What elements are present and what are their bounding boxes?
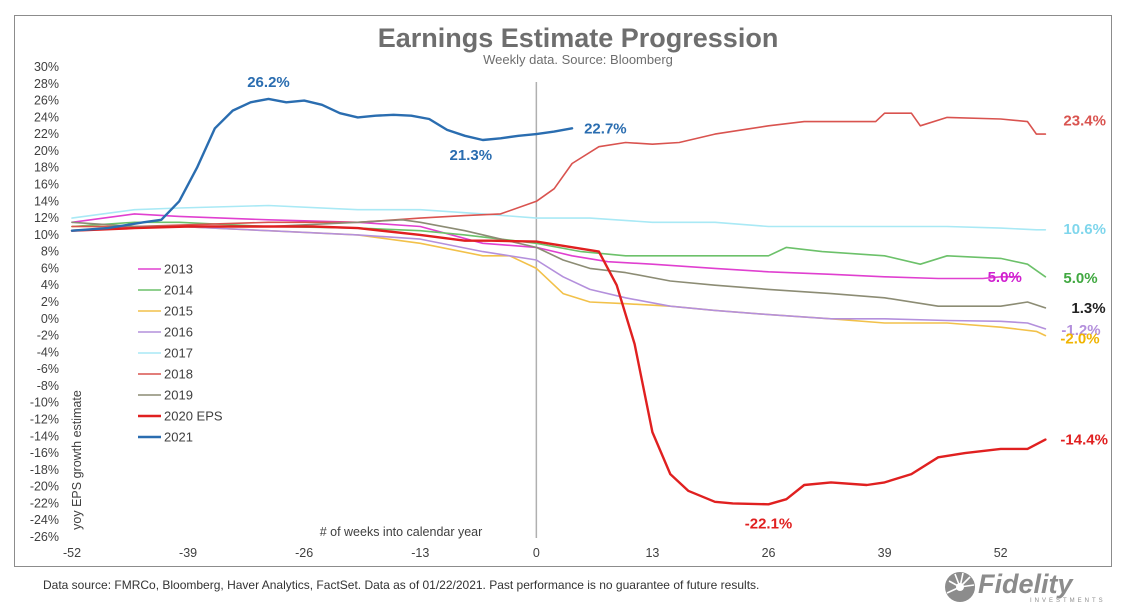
earnings-chart: Earnings Estimate Progression Weekly dat… (30, 23, 1108, 560)
fidelity-logo: Fidelity INVESTMENTS (944, 569, 1104, 607)
annotation-label: 23.4% (1063, 112, 1106, 129)
y-tick-label: -18% (30, 463, 59, 477)
annotation-label: 5.0% (988, 269, 1022, 286)
x-axis-ticks: -52 -39 -26 -13 0 13 26 39 52 (63, 546, 1008, 560)
y-tick-label: -16% (30, 446, 59, 460)
logo-sub-text: INVESTMENTS (1030, 598, 1106, 604)
x-tick-label: 52 (994, 546, 1008, 560)
y-tick-label: 12% (34, 211, 59, 225)
annotation-label: 21.3% (450, 147, 493, 164)
series-line-2016 (71, 225, 1047, 330)
y-tick-label: -24% (30, 513, 59, 527)
y-tick-label: -2% (37, 329, 59, 343)
legend-label: 2019 (164, 388, 193, 403)
annotations: 26.2% 21.3% 22.7% 23.4% 10.6% 5.0% 5.0% 1.3% -1.… (247, 74, 1108, 532)
y-tick-label: 28% (34, 77, 59, 91)
series-line-2014 (71, 221, 1047, 278)
series-line-2013 (71, 213, 1020, 280)
y-axis-title: yoy EPS growth estimate (70, 390, 84, 530)
x-tick-label: -26 (295, 546, 313, 560)
x-axis-title: # of weeks into calendar year (320, 525, 483, 539)
legend: 2013 2014 2015 2016 2017 2018 2019 2020 EPS 2021 (138, 262, 223, 445)
series-line-2020-eps (70, 225, 1047, 506)
legend-label: 2017 (164, 346, 193, 361)
legend-label: 2018 (164, 367, 193, 382)
series-lines (70, 97, 1047, 506)
y-tick-label: -14% (30, 429, 59, 443)
y-tick-label: 0% (41, 312, 59, 326)
y-tick-label: 20% (34, 144, 59, 158)
fidelity-sunburst-icon (945, 572, 975, 602)
y-tick-label: 6% (41, 261, 59, 275)
series-line-2021 (70, 97, 574, 232)
y-tick-label: 4% (41, 278, 59, 292)
annotation-label: 5.0% (1063, 270, 1097, 287)
annotation-label: -22.1% (745, 515, 793, 532)
y-tick-label: 14% (34, 194, 59, 208)
chart-title: Earnings Estimate Progression (378, 23, 779, 53)
annotation-label: -14.4% (1060, 432, 1108, 449)
chart-frame: Earnings Estimate Progression Weekly dat… (14, 15, 1112, 567)
x-tick-label: -13 (411, 546, 429, 560)
y-tick-label: 8% (41, 245, 59, 259)
y-tick-label: 30% (34, 60, 59, 74)
y-axis-ticks: 30% 28% 26% 24% 22% 20% 18% 16% 14% 12% 10% 8% 6% 4% 2… (30, 60, 59, 544)
legend-label: 2013 (164, 262, 193, 277)
chart-subtitle: Weekly data. Source: Bloomberg (483, 52, 673, 67)
y-tick-label: -10% (30, 396, 59, 410)
y-tick-label: -12% (30, 413, 59, 427)
annotation-label: 26.2% (247, 74, 290, 91)
annotation-label: -2.0% (1060, 331, 1099, 348)
x-tick-label: -52 (63, 546, 81, 560)
y-tick-label: -22% (30, 496, 59, 510)
legend-label: 2021 (164, 430, 193, 445)
y-tick-label: -6% (37, 362, 59, 376)
y-tick-label: -8% (37, 379, 59, 393)
annotation-label: 1.3% (1071, 300, 1105, 317)
annotation-label: -1.2% (1061, 322, 1100, 339)
y-tick-label: 18% (34, 161, 59, 175)
x-tick-label: 0 (533, 546, 540, 560)
legend-label: 2016 (164, 325, 193, 340)
annotation-label: 22.7% (584, 120, 627, 137)
legend-label: 2014 (164, 283, 193, 298)
annotation-label: 10.6% (1063, 221, 1106, 238)
legend-label: 2020 EPS (164, 409, 223, 424)
logo-brand-text: Fidelity (978, 569, 1073, 599)
y-tick-label: -20% (30, 480, 59, 494)
y-tick-label: 2% (41, 295, 59, 309)
x-tick-label: 13 (645, 546, 659, 560)
x-tick-label: 26 (762, 546, 776, 560)
y-tick-label: 26% (34, 94, 59, 108)
y-tick-label: -26% (30, 530, 59, 544)
series-line-2017 (71, 204, 1047, 231)
footer-source-note: Data source: FMRCo, Bloomberg, Haver Ana… (43, 578, 760, 592)
x-tick-label: 39 (878, 546, 892, 560)
x-tick-label: -39 (179, 546, 197, 560)
y-tick-label: 22% (34, 127, 59, 141)
legend-label: 2015 (164, 304, 193, 319)
y-tick-label: 16% (34, 178, 59, 192)
y-tick-label: -4% (37, 345, 59, 359)
y-tick-label: 24% (34, 110, 59, 124)
y-tick-label: 10% (34, 228, 59, 242)
series-line-2019 (71, 219, 1047, 309)
